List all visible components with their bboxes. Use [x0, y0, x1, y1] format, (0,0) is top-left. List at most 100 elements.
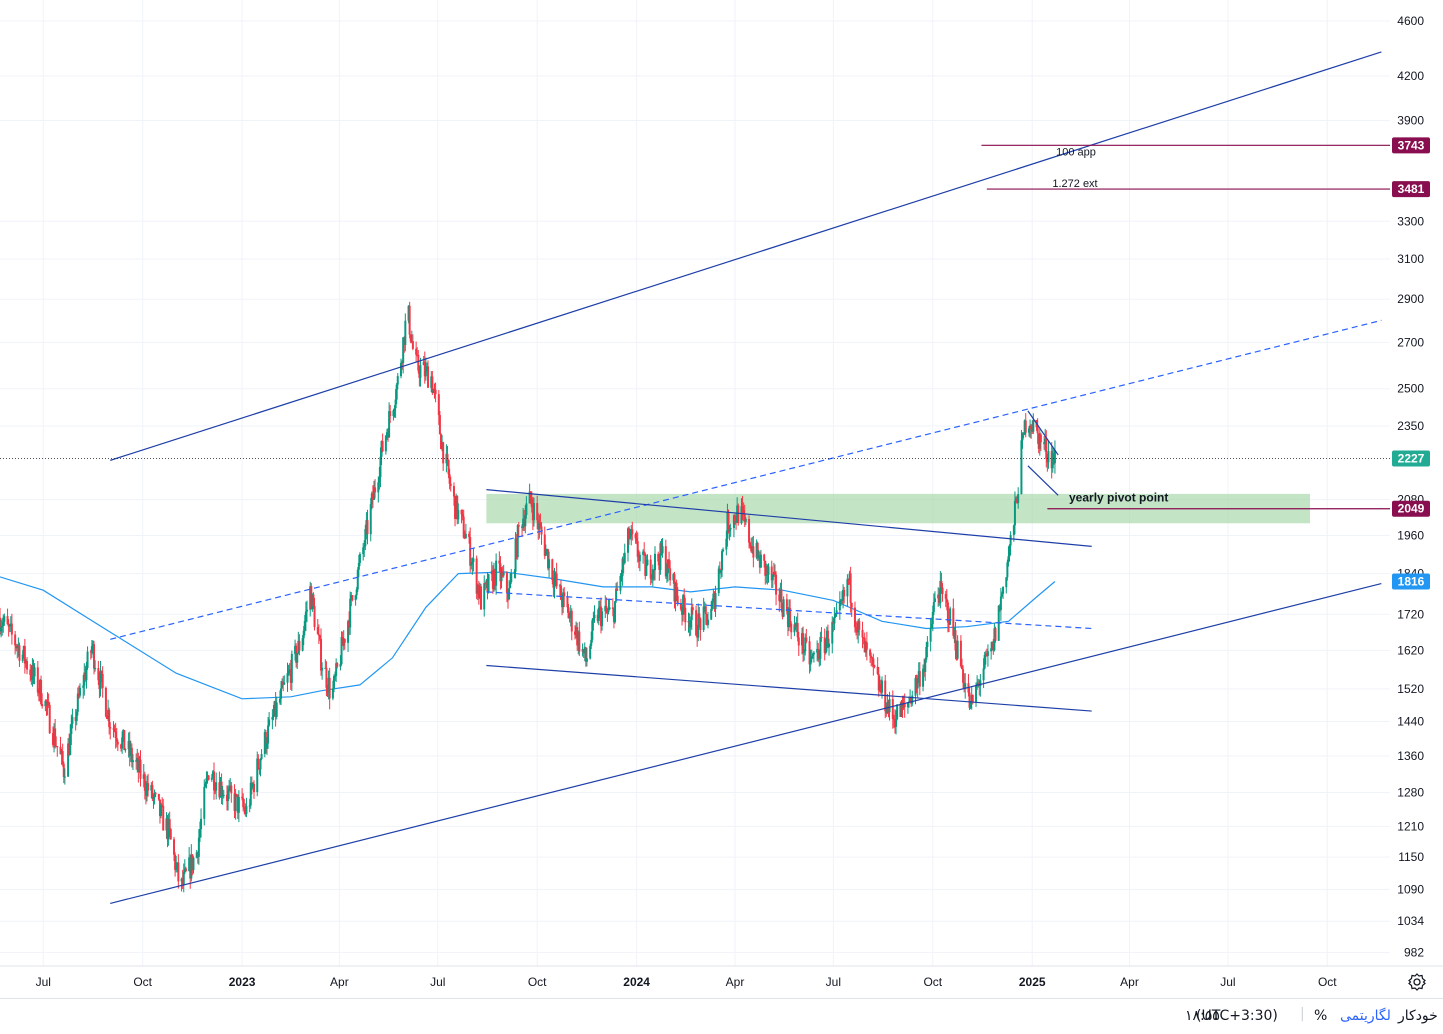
settings-gear-icon[interactable] — [1406, 971, 1428, 993]
candles-layer — [0, 301, 1056, 893]
candle-body — [215, 782, 218, 791]
candle-body — [454, 496, 457, 519]
candle-body — [634, 534, 637, 539]
candle-body — [926, 641, 929, 648]
candle-body — [282, 681, 285, 685]
candle-body — [607, 609, 610, 612]
candle-body — [271, 717, 274, 720]
candle-body — [144, 790, 147, 796]
candle-body — [832, 621, 835, 624]
candle-body — [636, 541, 639, 557]
candle-body — [14, 634, 17, 646]
candle-body — [200, 818, 203, 830]
candle-body — [1027, 428, 1030, 433]
candle-body — [341, 637, 344, 646]
candle-body — [849, 573, 852, 603]
percent-scale-button[interactable]: % — [1314, 1008, 1328, 1024]
candle-body — [150, 785, 153, 791]
candle-body — [710, 608, 713, 620]
candle-body — [949, 608, 952, 625]
candle-body — [251, 783, 254, 788]
price-chart[interactable]: 100 app 1.272 ext yearly pivot point 4600 4… — [0, 0, 1443, 998]
candle-body — [930, 624, 933, 629]
candle-body — [990, 648, 993, 652]
candle-body — [1044, 438, 1047, 445]
candle-body — [475, 558, 478, 594]
candle-body — [893, 719, 896, 727]
candle-body — [946, 602, 949, 623]
candle-body — [121, 737, 124, 749]
price-axis: 4600420039003300310029002700250023502080… — [1392, 0, 1443, 998]
log-scale-button[interactable]: لگاریتمی — [1340, 1008, 1391, 1024]
price-tick-label: 4600 — [1397, 14, 1424, 28]
candle-body — [651, 569, 654, 579]
candle-body — [233, 793, 236, 811]
candle-body — [161, 804, 164, 806]
candle-body — [1002, 587, 1005, 594]
auto-scale-button[interactable]: خودکار — [1398, 1008, 1438, 1024]
candle-body — [358, 554, 361, 564]
candle-body — [811, 654, 814, 657]
candle-body — [7, 624, 10, 627]
candle-body — [574, 631, 577, 635]
candle-body — [139, 759, 142, 779]
candle-body — [71, 716, 74, 724]
candle-body — [36, 667, 39, 693]
candle-body — [668, 559, 671, 569]
candle-body — [635, 538, 638, 542]
candle-body — [328, 677, 331, 699]
candle-body — [188, 857, 191, 871]
timezone-button[interactable]: (UTC+3:30) — [1196, 1008, 1278, 1024]
candle-body — [722, 549, 725, 552]
candle-body — [628, 528, 631, 539]
candle-body — [727, 511, 730, 532]
candle-body — [902, 702, 905, 708]
price-tick-label: 3900 — [1397, 114, 1424, 128]
candle-body — [968, 692, 971, 708]
candle-body — [89, 651, 92, 653]
candle-body — [725, 538, 728, 550]
candle-body — [775, 574, 778, 595]
candle-body — [418, 370, 421, 378]
candle-body — [85, 667, 88, 681]
candle-body — [220, 781, 223, 796]
candle-body — [804, 637, 807, 652]
candle-body — [878, 684, 881, 691]
candle-body — [864, 642, 867, 653]
candle-body — [349, 598, 352, 628]
candle-body — [629, 536, 632, 539]
candle-body — [991, 642, 994, 649]
candle-body — [749, 542, 752, 546]
candle-body — [679, 603, 682, 610]
time-tick-label: Oct — [1318, 975, 1337, 989]
candle-body — [924, 659, 927, 673]
candle-body — [914, 678, 917, 696]
price-tick-label: 1034 — [1397, 914, 1424, 928]
candle-body — [750, 545, 753, 552]
candle-body — [438, 415, 441, 435]
candle-body — [1016, 498, 1019, 503]
candle-body — [620, 575, 623, 577]
candle-body — [1031, 429, 1034, 432]
candle-body — [100, 670, 103, 674]
candle-body — [756, 543, 759, 559]
candle-body — [324, 667, 327, 669]
candle-body — [363, 546, 366, 548]
candle-body — [544, 549, 547, 556]
candle-body — [191, 854, 194, 871]
candle-body — [3, 616, 6, 622]
candle-body — [643, 551, 646, 554]
candle-body — [697, 613, 700, 638]
candle-body — [123, 729, 126, 751]
candle-body — [1008, 545, 1011, 557]
candle-body — [755, 543, 758, 558]
candle-body — [206, 775, 209, 779]
candle-body — [956, 640, 959, 659]
candle-body — [162, 805, 165, 831]
candle-body — [296, 653, 299, 663]
time-axis: Jul Oct 2023 Apr Jul Oct 2024 Apr Jul Oct 2025 Apr J… — [0, 965, 1443, 989]
candle-body — [940, 580, 943, 588]
candle-body — [880, 680, 883, 693]
candle-body — [77, 693, 80, 696]
